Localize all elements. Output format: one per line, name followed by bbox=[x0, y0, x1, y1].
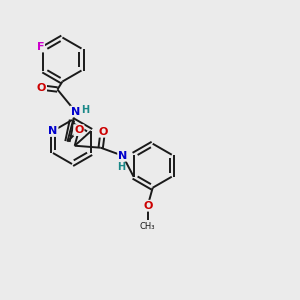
Text: O: O bbox=[37, 82, 46, 92]
Text: CH₃: CH₃ bbox=[140, 222, 155, 231]
Text: H: H bbox=[81, 104, 89, 115]
Text: H: H bbox=[117, 162, 125, 172]
Text: N: N bbox=[118, 151, 127, 161]
Text: N: N bbox=[48, 126, 58, 136]
Text: O: O bbox=[143, 201, 152, 211]
Text: F: F bbox=[37, 41, 44, 52]
Text: O: O bbox=[98, 127, 107, 137]
Text: O: O bbox=[74, 125, 84, 135]
Text: N: N bbox=[71, 106, 80, 116]
